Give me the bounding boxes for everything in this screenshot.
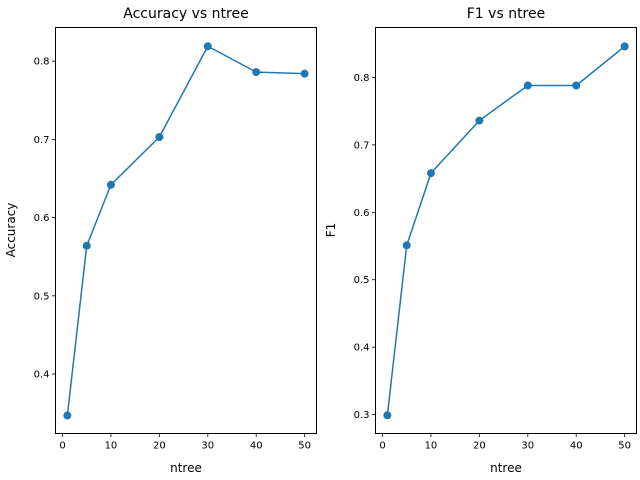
f1-x-tick-label: 10 <box>425 441 438 452</box>
accuracy-ticks: 0 10 20 30 40 50 0.4 0.5 0.6 0.7 0.8 <box>34 57 311 452</box>
accuracy-data-point <box>252 68 261 77</box>
accuracy-y-tick-label: 0.7 <box>34 135 50 146</box>
f1-y-tick-label: 0.3 <box>354 410 370 421</box>
accuracy-data-point <box>155 133 164 142</box>
f1-y-tick-label: 0.7 <box>354 140 370 151</box>
f1-data-point <box>523 81 532 90</box>
accuracy-x-tick-label: 40 <box>250 441 263 452</box>
accuracy-data-point <box>63 411 72 420</box>
accuracy-data-point <box>300 69 309 78</box>
accuracy-x-tick-label: 20 <box>153 441 166 452</box>
accuracy-data-point <box>203 42 212 51</box>
accuracy-y-tick-label: 0.4 <box>34 370 50 381</box>
f1-y-tick-label: 0.8 <box>354 73 370 84</box>
accuracy-y-tick-label: 0.6 <box>34 213 50 224</box>
accuracy-x-tick-label: 50 <box>298 441 311 452</box>
f1-plot-area <box>375 27 637 434</box>
f1-data-point <box>620 42 629 51</box>
f1-x-tick-label: 30 <box>521 441 534 452</box>
f1-x-tick-label: 20 <box>473 441 486 452</box>
f1-y-axis-label: F1 <box>324 223 338 238</box>
accuracy-data-point <box>82 241 91 250</box>
accuracy-x-axis-label: ntree <box>170 461 202 475</box>
f1-data-point <box>402 241 411 250</box>
accuracy-y-tick-label: 0.8 <box>34 57 50 68</box>
accuracy-data-point <box>106 180 115 189</box>
f1-x-tick-label: 0 <box>379 441 385 452</box>
accuracy-plot-area <box>55 27 317 434</box>
f1-y-tick-label: 0.5 <box>354 275 370 286</box>
f1-marks <box>383 42 629 420</box>
accuracy-marks <box>63 42 309 420</box>
f1-data-point <box>475 116 484 125</box>
f1-x-tick-label: 40 <box>570 441 583 452</box>
f1-chart-title: F1 vs ntree <box>467 6 545 22</box>
f1-data-point <box>572 81 581 90</box>
f1-chart: F1 vs ntree 0 10 20 30 40 50 0.3 0.4 0.5 0.6 0.7 0.… <box>324 6 637 475</box>
f1-x-tick-label: 50 <box>618 441 631 452</box>
accuracy-x-tick-label: 30 <box>201 441 214 452</box>
accuracy-chart-title: Accuracy vs ntree <box>123 6 248 22</box>
f1-x-axis-label: ntree <box>490 461 522 475</box>
f1-y-tick-label: 0.6 <box>354 208 370 219</box>
accuracy-y-tick-label: 0.5 <box>34 291 50 302</box>
f1-ticks: 0 10 20 30 40 50 0.3 0.4 0.5 0.6 0.7 0.8 <box>354 73 631 452</box>
f1-data-point <box>426 169 435 178</box>
accuracy-chart: Accuracy vs ntree 0 10 20 30 40 50 0.4 0.5 0.6 0.… <box>4 6 317 475</box>
accuracy-x-tick-label: 0 <box>59 441 65 452</box>
accuracy-y-axis-label: Accuracy <box>4 203 18 258</box>
f1-y-tick-label: 0.4 <box>354 343 370 354</box>
f1-data-point <box>383 411 392 420</box>
accuracy-x-tick-label: 10 <box>105 441 118 452</box>
